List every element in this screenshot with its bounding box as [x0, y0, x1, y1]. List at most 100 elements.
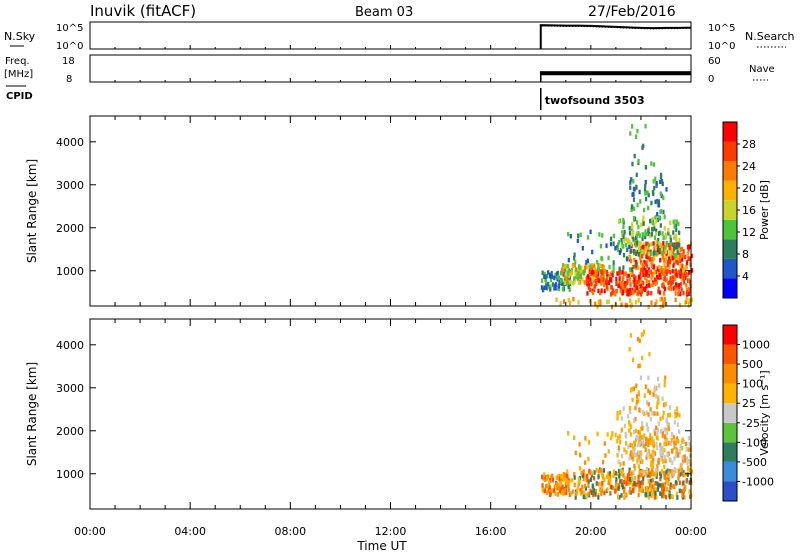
power-ytick-label-3: 4000: [56, 136, 84, 149]
velocity-cell: [661, 450, 664, 456]
velocity-cell: [546, 490, 549, 495]
power-cell: [647, 304, 650, 310]
velocity-cell: [655, 404, 659, 410]
power-cell: [617, 219, 621, 224]
velocity-cell: [635, 383, 638, 388]
velocity-cell: [628, 471, 631, 477]
velocity-cell: [620, 427, 624, 432]
velocity-cell: [641, 459, 644, 464]
velocity-ytick-label-0: 1000: [56, 468, 84, 481]
velocity-cell: [652, 483, 655, 488]
freq-panel-frame: [89, 54, 692, 83]
velocity-cell: [638, 487, 641, 493]
velocity-cell: [610, 435, 613, 441]
velocity-cell: [638, 363, 642, 368]
velocity-cell: [663, 383, 666, 388]
power-cell: [568, 300, 572, 306]
power-cell: [549, 287, 552, 292]
velocity-cell: [629, 486, 632, 492]
power-cell: [661, 283, 664, 288]
power-cell: [656, 198, 659, 204]
power-panel: 1000 2000 3000 4000 Slant Range [km] 28 24 20…: [25, 115, 771, 310]
velocity-cell: [647, 495, 650, 500]
velocity-cell: [609, 491, 612, 496]
power-cell: [622, 224, 625, 230]
power-cell: [677, 288, 680, 294]
velocity-cell: [659, 471, 662, 476]
power-cell: [632, 248, 636, 254]
power-cell: [636, 202, 639, 208]
power-colorbar-label-2: 20: [742, 182, 756, 195]
power-cell: [657, 231, 661, 237]
power-cell: [626, 273, 629, 279]
power-cell: [652, 179, 655, 184]
power-cell: [642, 280, 645, 286]
power-cell: [630, 242, 633, 247]
power-cell: [654, 176, 657, 182]
velocity-cell: [669, 485, 672, 490]
velocity-cell: [659, 476, 662, 482]
power-cell: [654, 302, 657, 307]
velocity-cell: [603, 441, 606, 446]
power-cell: [620, 237, 623, 243]
power-cell: [618, 250, 622, 255]
power-cell: [628, 239, 631, 245]
power-cell: [573, 262, 576, 268]
velocity-cell: [680, 488, 683, 494]
power-cell: [675, 219, 678, 225]
power-cell: [649, 218, 652, 224]
power-cell: [567, 273, 571, 279]
power-cell: [585, 264, 588, 270]
velocity-cell: [642, 471, 645, 476]
power-cell: [608, 264, 611, 270]
power-cell: [659, 243, 662, 248]
power-cell: [550, 273, 553, 279]
power-cell: [588, 274, 591, 280]
velocity-cell: [617, 486, 620, 491]
velocity-cell: [567, 430, 570, 436]
power-cell: [686, 253, 689, 258]
velocity-cell: [675, 406, 679, 412]
velocity-cell: [623, 494, 626, 499]
power-cell: [603, 288, 606, 294]
power-cell: [593, 272, 596, 278]
power-cell: [671, 255, 674, 261]
power-cell: [572, 296, 575, 302]
power-cell: [634, 242, 637, 247]
velocity-cell: [584, 436, 587, 441]
power-cell: [657, 286, 660, 292]
power-cell: [655, 299, 658, 304]
power-cell: [567, 268, 571, 273]
power-cell: [543, 285, 546, 291]
velocity-cell: [594, 492, 597, 497]
power-cell: [605, 280, 608, 286]
power-cell: [541, 270, 544, 276]
power-cell: [632, 216, 636, 221]
power-cell: [618, 266, 621, 272]
velocity-cell: [651, 457, 654, 463]
velocity-cell: [582, 469, 585, 474]
power-cell: [686, 290, 689, 295]
power-cell: [632, 191, 635, 197]
velocity-cell: [617, 435, 620, 441]
power-cell: [648, 269, 651, 274]
velocity-cell: [561, 476, 564, 482]
power-cell: [560, 267, 564, 273]
power-cell: [647, 251, 650, 257]
power-cell: [683, 280, 686, 285]
power-cell: [680, 273, 684, 278]
power-cell: [614, 291, 617, 297]
power-cell: [631, 289, 634, 295]
power-cell: [540, 285, 544, 290]
power-cell: [645, 283, 648, 289]
power-cell: [622, 265, 625, 270]
velocity-cell: [647, 426, 650, 432]
power-cell: [673, 245, 676, 250]
velocity-cell: [667, 426, 670, 432]
power-cell: [630, 207, 633, 212]
power-cell: [654, 215, 657, 220]
velocity-cell: [607, 449, 610, 454]
velocity-cell: [620, 453, 624, 459]
power-cell: [631, 224, 634, 229]
power-cell: [545, 285, 548, 291]
